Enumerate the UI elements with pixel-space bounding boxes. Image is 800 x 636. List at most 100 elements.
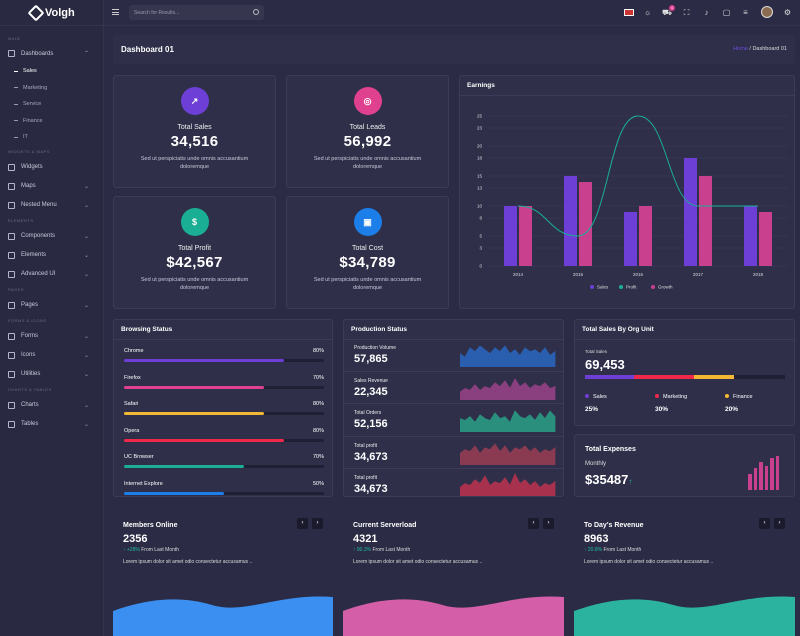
browser-row: Firefox 70% — [124, 375, 324, 389]
widget-icon — [8, 163, 15, 171]
app-logo[interactable]: Volgh — [0, 0, 103, 26]
breadcrumb: Home / Dashboard 01 — [733, 46, 787, 52]
sidebar-sub-it[interactable]: IT — [0, 129, 103, 146]
avatar[interactable] — [761, 6, 773, 18]
production-row: Production Volume 57,865 — [344, 339, 563, 372]
message-icon[interactable]: ▢ — [722, 8, 731, 17]
stat-label: Total Cost — [351, 245, 384, 252]
earnings-card: Earnings 0 3 5 8 10 13 15 18 20 23 25 2014 2015 2016 2… — [459, 75, 795, 309]
bar-sales[interactable] — [564, 176, 577, 266]
cart-icon[interactable]: ⛟ — [662, 8, 673, 17]
y-tick-label: 18 — [477, 156, 483, 161]
gear-icon[interactable]: ⚙ — [783, 8, 792, 17]
nested-icon — [8, 201, 15, 209]
bar-growth[interactable] — [699, 176, 712, 266]
section-forms: FORMS & ICONS — [8, 318, 47, 323]
mini-text: Lorem ipsum dolor sit amet odio consecte… — [353, 559, 483, 565]
y-tick-label: 13 — [477, 186, 483, 191]
sidebar-sub-finance[interactable]: Finance — [0, 113, 103, 130]
browsing-title: Browsing Status — [121, 326, 173, 333]
sidebar-item-maps[interactable]: Maps ⌄ — [0, 177, 103, 196]
chevron-down-icon: ⌄ — [83, 233, 89, 240]
stat-value: 34,516 — [170, 133, 219, 150]
fullscreen-icon[interactable]: ⛶ — [683, 8, 690, 17]
sidebar-item-label: Widgets — [21, 164, 43, 170]
sidebar-item-tables[interactable]: Tables ⌄ — [0, 415, 103, 434]
chevron-right-icon[interactable]: › — [774, 518, 785, 529]
menu-toggle-icon[interactable] — [112, 9, 119, 15]
production-value: 34,673 — [354, 450, 388, 463]
chevron-left-icon[interactable]: ‹ — [759, 518, 770, 529]
production-value: 22,345 — [354, 385, 388, 398]
stat-value: $34,789 — [339, 254, 396, 271]
browser-row: Opera 80% — [124, 428, 324, 442]
sidebar-item-charts[interactable]: Charts ⌄ — [0, 396, 103, 415]
browser-name: Safari — [124, 401, 139, 407]
chevron-right-icon[interactable]: › — [543, 518, 554, 529]
sidebar-item-forms[interactable]: Forms ⌄ — [0, 327, 103, 346]
sidebar-item-components[interactable]: Components ⌄ — [0, 227, 103, 246]
bar-sales[interactable] — [684, 158, 697, 266]
search-input[interactable]: Search for Results... — [129, 5, 264, 20]
breadcrumb-home[interactable]: Home — [733, 46, 748, 52]
sidebar-item-advanced[interactable]: Advanced UI ⌄ — [0, 265, 103, 284]
sparkline — [460, 473, 556, 496]
expense-bar — [764, 466, 768, 490]
stat-desc: Sed ut perspiciatis unde omnis accusanti… — [140, 277, 249, 292]
section-charts: CHARTS & TABLES — [8, 387, 52, 392]
line-profit[interactable] — [517, 115, 758, 237]
sidebar-sub-marketing[interactable]: Marketing — [0, 80, 103, 97]
stat-card-leads: ◎ Total Leads 56,992 Sed ut perspiciatis… — [286, 75, 449, 188]
expenses-card: Total Expenses Monthly $35487↑ — [574, 434, 795, 497]
sun-icon[interactable]: ☼ — [643, 8, 652, 17]
y-tick-label: 10 — [477, 204, 483, 209]
sidebar-item-utilities[interactable]: Utilities ⌄ — [0, 365, 103, 384]
mini-text: Lorem ipsum dolor sit amet odio consecte… — [123, 559, 253, 565]
bar-growth[interactable] — [639, 206, 652, 266]
flag-icon[interactable] — [624, 9, 634, 16]
stat-desc: Sed ut perspiciatis unde omnis accusanti… — [140, 156, 249, 171]
search-icon[interactable] — [253, 9, 259, 15]
bar-sales[interactable] — [744, 206, 757, 266]
chevron-left-icon[interactable]: ‹ — [297, 518, 308, 529]
search-placeholder: Search for Results... — [134, 9, 180, 16]
production-label: Total profit — [354, 475, 378, 481]
map-icon — [8, 182, 15, 190]
mini-change-pct: +28% — [126, 547, 140, 553]
sidebar-item-pages[interactable]: Pages ⌄ — [0, 296, 103, 315]
chart-icon — [8, 401, 15, 409]
sparkline-area — [460, 410, 556, 432]
bar-growth[interactable] — [579, 182, 592, 266]
x-tick-label: 2015 — [573, 272, 584, 277]
bar-growth[interactable] — [519, 206, 532, 266]
sidebar-item-icons[interactable]: Icons ⌄ — [0, 346, 103, 365]
chevron-down-icon: ⌄ — [83, 371, 89, 378]
chevron-down-icon: ⌄ — [83, 333, 89, 340]
chevron-left-icon[interactable]: ‹ — [528, 518, 539, 529]
sidebar-item-elements[interactable]: Elements ⌄ — [0, 246, 103, 265]
sparkline-area — [460, 345, 556, 367]
bar-sales[interactable] — [504, 206, 517, 266]
browser-track — [124, 465, 324, 468]
chevron-right-icon[interactable]: › — [312, 518, 323, 529]
expense-bar — [748, 474, 752, 490]
elements-icon — [8, 251, 15, 259]
dash-icon — [14, 87, 18, 89]
browser-track — [124, 385, 324, 389]
sidebar-item-nested[interactable]: Nested Menu ⌄ — [0, 196, 103, 215]
bar-growth[interactable] — [759, 212, 772, 266]
sidebar-sub-service[interactable]: Service — [0, 96, 103, 113]
wave-area — [343, 596, 564, 636]
sidebar-item-dashboards[interactable]: Dashboards ⌃ — [0, 44, 103, 63]
list-icon[interactable]: ≡ — [743, 8, 748, 17]
production-value: 34,673 — [354, 483, 388, 495]
sidebar-sub-sales[interactable]: Sales — [0, 63, 103, 80]
browser-fill — [124, 491, 224, 495]
browser-row: Safari 80% — [124, 401, 324, 415]
bar-sales[interactable] — [624, 212, 637, 266]
org-legend-name: Marketing — [663, 394, 688, 400]
bell-icon[interactable]: ♪ — [704, 8, 709, 17]
mini-change-pct: 20.8% — [587, 547, 603, 553]
sidebar-item-widgets[interactable]: Widgets — [0, 158, 103, 177]
org-legend-name: Finance — [733, 394, 753, 400]
